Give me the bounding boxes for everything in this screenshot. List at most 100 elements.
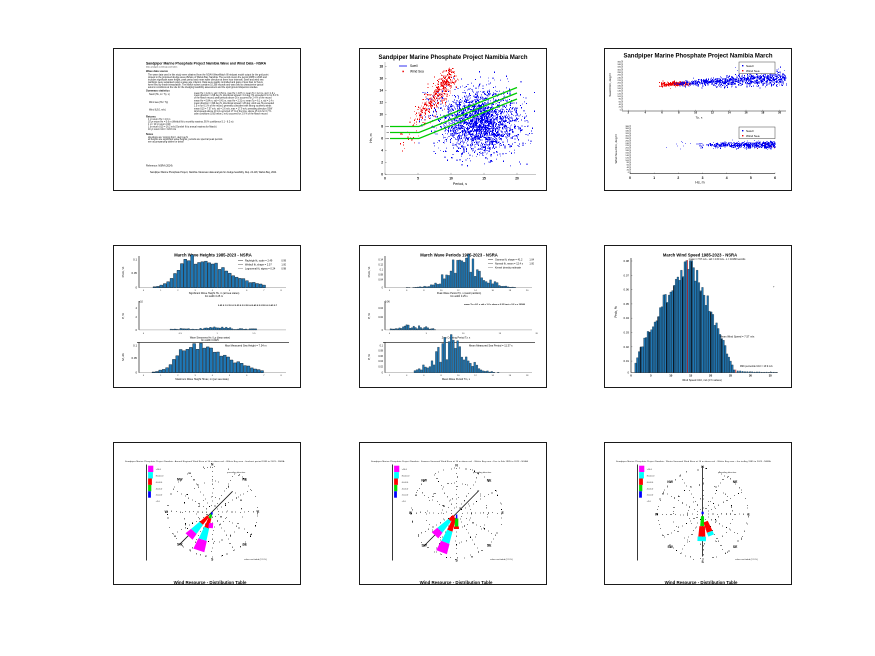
- svg-text:200: 200: [625, 148, 629, 150]
- svg-text:8: 8: [423, 290, 425, 292]
- svg-text:8.0-10.0: 8.0-10.0: [156, 476, 164, 478]
- svg-text:0: 0: [143, 333, 145, 335]
- svg-text:calms excluded (2.9 %): calms excluded (2.9 %): [735, 559, 758, 561]
- svg-text:8.0-10.0: 8.0-10.0: [402, 476, 410, 478]
- svg-text:0: 0: [630, 374, 632, 378]
- svg-text:1 yr / 10 yr return U10:: 1 yr / 10 yr return U10:: [148, 123, 171, 126]
- svg-text:Sandpiper Marine Phosphate Pro: Sandpiper Marine Phosphate Project Namib…: [125, 460, 285, 463]
- svg-text:0: 0: [381, 173, 383, 177]
- svg-text:4: 4: [406, 375, 408, 377]
- svg-text:16: 16: [509, 375, 512, 377]
- svg-text:bin width 0.25 m: bin width 0.25 m: [205, 295, 223, 298]
- svg-text:0: 0: [143, 375, 145, 377]
- svg-text:16: 16: [745, 111, 748, 115]
- svg-text:March Wind Speed 1985-2023 -: March Wind Speed 1985-2023 - NSRA: [663, 253, 737, 258]
- svg-text:0.06: 0.06: [385, 301, 390, 304]
- svg-text:<2.0: <2.0: [156, 500, 161, 503]
- svg-text:8: 8: [678, 111, 680, 115]
- svg-text:280: 280: [617, 72, 621, 74]
- svg-text:20: 20: [627, 170, 630, 172]
- svg-text:W: W: [165, 510, 169, 514]
- svg-text:80: 80: [627, 162, 630, 164]
- svg-text:3: 3: [702, 176, 704, 180]
- svg-text:30: 30: [749, 374, 753, 378]
- svg-text:300: 300: [625, 136, 629, 138]
- svg-text:NW: NW: [667, 480, 673, 484]
- svg-text:calms excluded (2.9 %): calms excluded (2.9 %): [244, 559, 267, 561]
- svg-text:0: 0: [628, 172, 630, 174]
- svg-text:Hs, m: Hs, m: [695, 180, 704, 184]
- svg-text:2: 2: [677, 176, 679, 180]
- svg-text:mean = 7.57 m/s - std = 2.60: mean = 7.57 m/s - std = 2.60 m/s - n = 1…: [689, 258, 746, 261]
- svg-text:8: 8: [280, 290, 282, 292]
- svg-text:140: 140: [625, 155, 629, 157]
- svg-text:Wave Steepness Hs / Lp (deep: Wave Steepness Hs / Lp (deep water): [190, 337, 231, 340]
- svg-text:Significant Wave Height Hs, m: Significant Wave Height Hs, m (all sea s…: [189, 292, 240, 295]
- svg-text:calms excluded (2.9 %): calms excluded (2.9 %): [490, 559, 513, 561]
- svg-text:10: 10: [669, 374, 673, 378]
- svg-text:15: 15: [689, 374, 693, 378]
- svg-text:360: 360: [617, 61, 621, 63]
- svg-text:5: 5: [417, 176, 419, 180]
- svg-text:18: 18: [379, 65, 383, 69]
- svg-text:35: 35: [769, 374, 773, 378]
- svg-text:Sandpiper Marine Phosphate Pro: Sandpiper Marine Phosphate Project, Nami…: [150, 171, 277, 174]
- svg-text:4.0-6.0: 4.0-6.0: [402, 488, 409, 490]
- svg-text:0: 0: [136, 328, 138, 332]
- svg-text:E: E: [747, 512, 750, 516]
- svg-text:calm conditions (U10 below 2 m: calm conditions (U10 below 2 m/s) occurr…: [194, 112, 268, 115]
- svg-text:<2.0: <2.0: [647, 500, 652, 503]
- svg-text:1 yr return Hs = 4.6 m: 1 yr return Hs = 4.6 m: [148, 118, 170, 121]
- svg-text:0: 0: [382, 329, 384, 332]
- svg-text:2: 2: [389, 375, 391, 377]
- svg-text:14: 14: [728, 111, 731, 115]
- svg-text:Mean Measured Sea Period = 1: Mean Measured Sea Period = 11.37 s: [469, 343, 513, 347]
- svg-text:Swell: Swell: [410, 64, 418, 68]
- svg-text:Returns: Returns: [146, 115, 156, 119]
- svg-text:0.1: 0.1: [133, 258, 137, 262]
- svg-text:1: 1: [160, 375, 162, 377]
- svg-text:12: 12: [711, 111, 714, 115]
- svg-text:8: 8: [280, 375, 282, 377]
- svg-text:1.04: 1.04: [529, 258, 534, 261]
- svg-text:6.0-8.0: 6.0-8.0: [647, 482, 654, 484]
- svg-text:5: 5: [650, 374, 652, 378]
- svg-text:60: 60: [627, 165, 630, 167]
- svg-text:300: 300: [617, 69, 621, 71]
- svg-text:bin width 0.0025: bin width 0.0025: [201, 339, 219, 342]
- svg-text:were filled by linear interpol: were filled by linear interpolation. The…: [148, 83, 264, 86]
- svg-text:bin width 0.25 s: bin width 0.25 s: [450, 295, 468, 298]
- svg-text:of the March record; peak per: of the March record; peak periods above …: [194, 97, 272, 100]
- svg-text:0: 0: [135, 286, 137, 290]
- svg-text:Zero Crossing Period Tz, s: Zero Crossing Period Tz, s: [442, 337, 471, 340]
- svg-text:3: 3: [194, 375, 196, 377]
- svg-text:0.05: 0.05: [624, 302, 630, 306]
- svg-text:2.0-4.0: 2.0-4.0: [156, 495, 163, 497]
- svg-text:6: 6: [381, 137, 383, 141]
- svg-text:100: 100: [625, 160, 629, 162]
- svg-text:8: 8: [440, 375, 442, 377]
- svg-text:260: 260: [625, 140, 629, 142]
- svg-text:Prob, %: Prob, %: [121, 266, 125, 277]
- svg-text:Wave data source: Wave data source: [146, 69, 169, 73]
- svg-text:6: 6: [406, 290, 408, 292]
- svg-text:0.02: 0.02: [624, 345, 630, 349]
- svg-text:0.5: 0.5: [179, 333, 183, 335]
- svg-text:1.00: 1.00: [281, 264, 286, 267]
- svg-text:10 yr return Hs = 5.6 m (Wei: 10 yr return Hs = 5.6 m (Weibull fit to …: [148, 121, 234, 124]
- svg-text:2: 2: [628, 111, 630, 115]
- svg-text:NE: NE: [242, 477, 247, 481]
- svg-text:240: 240: [625, 143, 629, 145]
- svg-text:180: 180: [625, 150, 629, 152]
- svg-text:100: 100: [617, 96, 621, 98]
- svg-text:80: 80: [619, 99, 622, 101]
- svg-text:The wave data used in this stu: The wave data used in this study were ob…: [148, 73, 269, 76]
- svg-text:5: 5: [229, 375, 231, 377]
- svg-text:4: 4: [389, 290, 391, 292]
- svg-text:x10: x10: [139, 301, 144, 304]
- svg-text:Period, s: Period, s: [453, 182, 467, 186]
- svg-text:0.04: 0.04: [378, 279, 383, 282]
- svg-text:0: 0: [382, 287, 384, 290]
- svg-text:1: 1: [216, 333, 218, 335]
- svg-text:M, db: M, db: [121, 353, 125, 361]
